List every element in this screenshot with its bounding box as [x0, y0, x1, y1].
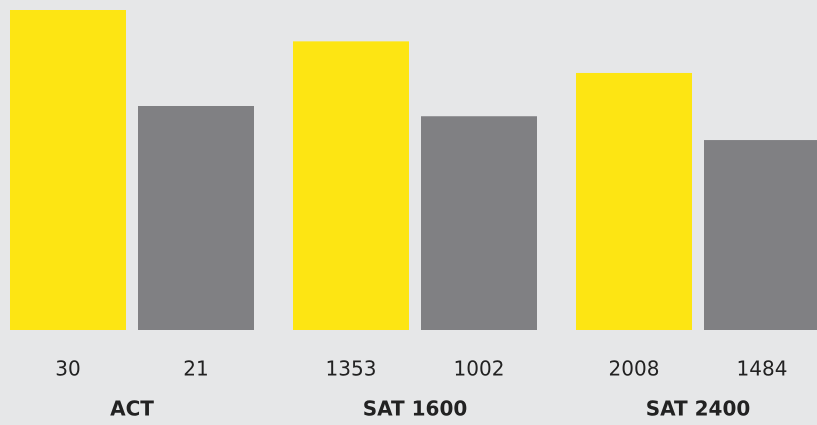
bar — [576, 72, 692, 330]
group-title: SAT 2400 — [646, 397, 751, 421]
group-title: SAT 1600 — [363, 397, 468, 421]
value-label: 1484 — [737, 357, 788, 381]
bar — [10, 10, 126, 330]
bar — [704, 140, 817, 330]
group-title: ACT — [110, 397, 154, 421]
value-label: 30 — [55, 357, 80, 381]
value-label: 1353 — [326, 357, 377, 381]
bar — [138, 106, 254, 330]
bar — [421, 116, 537, 331]
value-label: 2008 — [609, 357, 660, 381]
bar — [293, 41, 409, 331]
value-label: 21 — [183, 357, 208, 381]
value-label: 1002 — [454, 357, 505, 381]
